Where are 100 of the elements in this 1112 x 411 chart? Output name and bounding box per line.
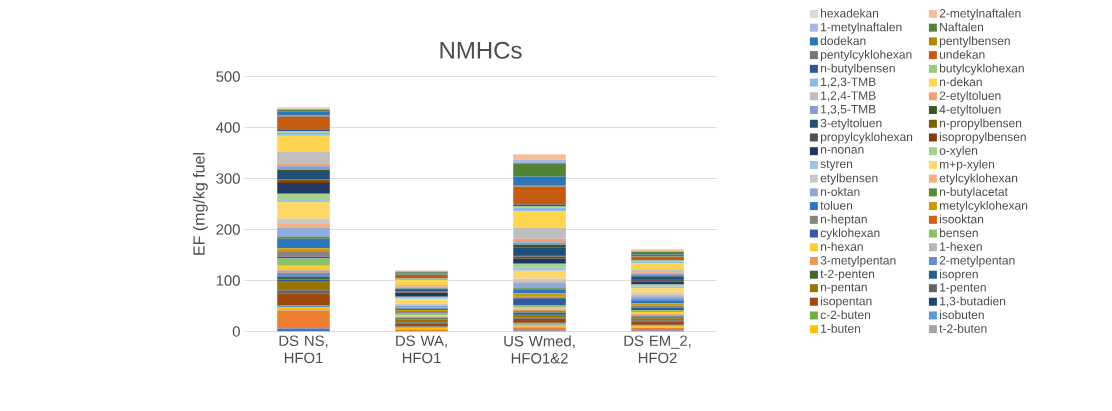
legend-label: metylcyklohexan [939,200,1028,212]
legend-label: 1-hexen [940,241,982,251]
legend-label: isobuten [939,310,984,319]
legend-label: pentylcyklohexan [820,49,912,61]
legend-label: 1-metylnaftalen [821,22,902,34]
bar [395,292,448,297]
legend-label: etylbensen [820,173,878,185]
y-tick-label: 200 [216,224,240,235]
legend-label: isopentan [820,296,872,308]
legend-label: hexadekan [821,8,879,18]
legend-label: o-xylen [939,145,978,157]
legend-label: 3-etyltoluen [820,118,882,130]
legend-label: 2-metylpentan [939,255,1015,267]
legend-label: n-heptan [820,214,867,226]
legend-label: n-oktan [820,186,860,196]
legend-label: isooktan [939,214,984,224]
legend-label: n-nonan [820,146,864,154]
bar [277,182,330,194]
y-axis-title: EF (mg/kg fuel [192,152,208,255]
legend-label: bensen [939,228,978,237]
legend-label: 1,3,5-TMB [821,104,876,115]
x-tick-label: DS EM_2, HFO2 [624,335,691,363]
bar [277,223,330,228]
bar [631,287,684,293]
legend-label: butylcyklohexan [939,63,1024,75]
legend-label: n-dekan [939,77,982,86]
bar [513,154,566,160]
bar [513,258,566,264]
bar [513,247,566,255]
x-tick-label: DS WA, HFO1 [396,335,447,363]
legend-label: n-propylbensen [939,118,1022,130]
y-tick-label: 300 [216,173,240,184]
legend-label: 1-penten [940,283,986,294]
legend-label: n-hexan [820,241,863,251]
bar [513,210,566,228]
legend-label: 1,2,3-TMB [821,77,876,88]
bar [277,199,330,202]
y-tick-label: 500 [216,71,240,82]
legend-label: pentylbensen [939,35,1010,48]
legend-label: propylcyklohexan [820,132,913,144]
bar [277,280,330,290]
legend-label: m+p-xylen [939,159,995,171]
bar [513,292,566,297]
bar [513,267,566,271]
y-tick-label: 100 [216,274,240,286]
bar [513,176,566,186]
bar [277,218,330,224]
bar [277,248,330,252]
legend-label: n-butylbensen [820,63,895,75]
y-tick-label: 0 [232,325,240,337]
legend-label: isopropylbensen [939,132,1026,144]
bar [513,186,566,205]
bar [631,262,684,270]
legend-label: c-2-buten [820,310,871,319]
legend-label: styren [820,159,853,171]
bar [277,227,330,237]
legend-label: n-butylacetat [939,186,1008,199]
legend-label: t-2-buten [939,323,987,333]
bar [277,238,330,249]
bar [277,135,330,152]
x-tick-label: DS NS, HFO1 [279,335,328,363]
bar [277,171,330,180]
legend-label: 4-etyltoluen [939,104,1001,116]
legend-label: toluen [820,200,853,210]
legend-label: t-2-penten [820,269,875,281]
bar [513,263,566,268]
legend-label: Naftalen [940,22,984,32]
bar [277,201,330,219]
bar [513,288,566,293]
legend-label: dodekan [820,35,866,45]
legend-label: 2-metylnaftalen [939,8,1021,20]
bar [277,272,330,277]
bar [395,299,448,304]
bar [513,318,566,323]
legend-label: etylcyklohexan [939,173,1018,185]
legend-label: undekan [939,49,985,59]
x-tick-label: US Wmed, HFO1&2 [504,335,575,364]
bar [395,279,448,285]
legend-label: 1,3-butadien [940,296,1006,307]
legend-label: cyklohexan [820,228,880,240]
bar [277,236,330,239]
bar [513,270,566,279]
bar [513,163,566,177]
bar [277,258,330,266]
legend-label: 2-etyltoluen [939,90,1001,103]
legend-label: isopren [939,269,978,281]
bar [513,282,566,288]
bar [513,227,566,239]
bar [277,293,330,305]
legend-label: 1-buten [821,323,861,333]
bar [277,289,330,294]
chart-title: NMHCs [440,41,522,59]
bar [277,310,330,329]
legend-label: n-pentan [820,283,867,294]
y-tick-label: 400 [216,122,240,133]
bar [277,328,330,332]
bar [277,251,330,256]
bar [277,151,330,164]
bar [277,193,330,200]
legend-label: 1,2,4-TMB [821,91,876,101]
